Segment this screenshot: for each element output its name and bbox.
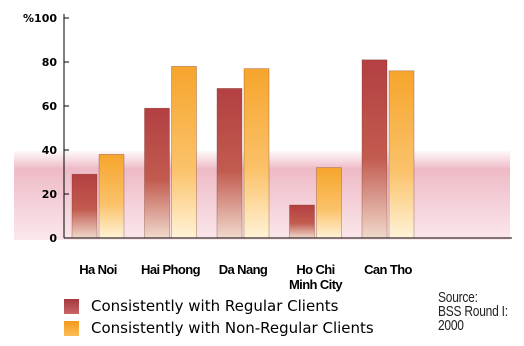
x-axis-categories: Ha Noi Hai Phong Da Nang Ho Chi Minh City Can… bbox=[79, 262, 413, 292]
bars bbox=[71, 59, 415, 239]
source-line-1: Source: bbox=[438, 289, 478, 306]
legend-swatch-non-regular bbox=[64, 320, 79, 336]
bar-regular bbox=[289, 204, 315, 239]
y-tick-label: 60 bbox=[42, 100, 58, 113]
legend: Consistently with Regular Clients Consis… bbox=[64, 295, 374, 339]
y-tick-label: 80 bbox=[42, 56, 58, 69]
y-tick-label: 0 bbox=[49, 232, 57, 245]
source-note: Source: BSS Round I: 2000 bbox=[438, 289, 508, 334]
bar-non-regular bbox=[316, 167, 342, 239]
y-tick-label: 40 bbox=[42, 144, 58, 157]
legend-label-non-regular: Consistently with Non-Regular Clients bbox=[91, 319, 374, 337]
source-line-2: BSS Round I: bbox=[438, 303, 508, 320]
y-tick-label: 20 bbox=[42, 188, 58, 201]
legend-item-non-regular: Consistently with Non-Regular Clients bbox=[64, 317, 374, 339]
x-category-label: Da Nang bbox=[219, 262, 268, 277]
legend-label-regular: Consistently with Regular Clients bbox=[91, 297, 339, 315]
legend-swatch-regular bbox=[64, 298, 79, 314]
x-category-label: Ho Chi Minh City bbox=[289, 262, 343, 292]
bar-non-regular bbox=[171, 66, 197, 239]
bar-non-regular bbox=[98, 154, 125, 239]
bar-non-regular bbox=[243, 68, 270, 239]
source-line-3: 2000 bbox=[438, 317, 464, 334]
y-axis-ticks: 0 20 40 60 80 %100 bbox=[23, 12, 69, 245]
bar-regular bbox=[361, 59, 388, 239]
y-tick-label: %100 bbox=[23, 12, 57, 25]
legend-item-regular: Consistently with Regular Clients bbox=[64, 295, 374, 317]
bar-regular bbox=[71, 173, 98, 239]
bar-regular bbox=[144, 107, 170, 239]
bar-regular bbox=[216, 88, 243, 239]
x-category-label: Can Tho bbox=[364, 262, 412, 277]
x-category-label: Hai Phong bbox=[141, 262, 201, 277]
x-category-label: Ha Noi bbox=[79, 262, 117, 277]
bar-non-regular bbox=[388, 70, 415, 239]
